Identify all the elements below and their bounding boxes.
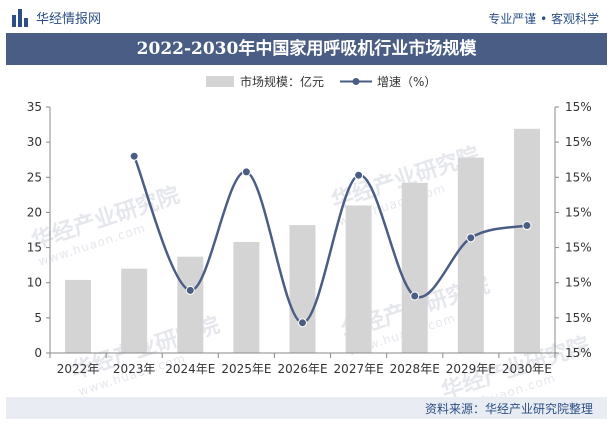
bar-series bbox=[65, 128, 540, 353]
right-tick-label: 15% bbox=[565, 241, 592, 255]
x-tick-label: 2025年E bbox=[221, 362, 271, 376]
bar bbox=[345, 205, 372, 353]
bar bbox=[177, 256, 204, 353]
right-tick-label: 15% bbox=[565, 135, 592, 149]
x-tick-label: 2026年E bbox=[277, 362, 327, 376]
line-point bbox=[129, 151, 139, 161]
x-tick-label: 2029年E bbox=[446, 362, 496, 376]
brand: 华经情报网 bbox=[12, 8, 101, 27]
line-point bbox=[410, 291, 420, 301]
footer: 资料来源：华经产业研究院整理 bbox=[6, 397, 607, 419]
bar bbox=[121, 268, 148, 353]
left-tick-label: 20 bbox=[27, 205, 42, 219]
source-note: 资料来源：华经产业研究院整理 bbox=[424, 402, 593, 416]
bar bbox=[513, 128, 540, 353]
x-tick-label: 2027年E bbox=[334, 362, 384, 376]
legend-line-marker bbox=[352, 78, 360, 85]
bar bbox=[233, 241, 260, 353]
right-tick-label: 15% bbox=[565, 205, 592, 219]
line-point bbox=[298, 318, 307, 328]
left-axis: 0 5 10 15 20 25 30 35 bbox=[27, 100, 51, 360]
x-tick-label: 2024年E bbox=[165, 362, 215, 376]
line-point bbox=[522, 221, 532, 231]
right-tick-label: 15% bbox=[565, 346, 592, 360]
right-tick-label: 15% bbox=[565, 276, 592, 290]
left-tick-label: 35 bbox=[27, 100, 42, 114]
x-tick-label: 2023年 bbox=[113, 362, 156, 376]
right-tick-label: 15% bbox=[565, 311, 592, 325]
bar bbox=[457, 157, 484, 353]
slogan: 专业严谨 • 客观科学 bbox=[488, 12, 599, 26]
x-tick-label: 2030年E bbox=[502, 362, 552, 376]
legend-bar-label: 市场规模：亿元 bbox=[240, 74, 324, 89]
line-series bbox=[129, 151, 532, 328]
brand-logo-icon bbox=[12, 8, 30, 27]
bar bbox=[289, 225, 316, 353]
right-tick-label: 15% bbox=[565, 100, 592, 114]
left-tick-label: 0 bbox=[34, 346, 42, 360]
legend-line-label: 增速（%） bbox=[377, 75, 436, 89]
left-tick-label: 30 bbox=[27, 135, 42, 149]
brand-name: 华经情报网 bbox=[36, 12, 102, 27]
bar bbox=[65, 279, 92, 353]
line-point bbox=[354, 170, 364, 180]
chart-title: 2022-2030年中国家用呼吸机行业市场规模 bbox=[6, 33, 607, 65]
left-tick-label: 25 bbox=[27, 170, 42, 184]
left-tick-label: 5 bbox=[34, 311, 42, 325]
line-point bbox=[185, 285, 195, 295]
right-axis: 15% 15% 15% 15% 15% 15% 15% 15% bbox=[554, 100, 592, 360]
bar bbox=[401, 182, 428, 353]
left-tick-label: 10 bbox=[27, 276, 42, 290]
left-tick-label: 15 bbox=[27, 241, 42, 255]
legend-bar-swatch bbox=[206, 76, 234, 87]
line-point bbox=[241, 167, 251, 177]
x-axis: 2022年 2023年 2024年E 2025年E 2026年E 2027年E 2028年E… bbox=[49, 352, 556, 376]
legend: 市场规模：亿元 增速（%） bbox=[206, 74, 436, 89]
line-point bbox=[466, 233, 476, 243]
top-bar: 华经情报网 专业严谨 • 客观科学 bbox=[0, 0, 613, 33]
x-tick-label: 2022年 bbox=[57, 362, 100, 376]
right-tick-label: 15% bbox=[565, 170, 592, 184]
x-tick-label: 2028年E bbox=[390, 362, 440, 376]
